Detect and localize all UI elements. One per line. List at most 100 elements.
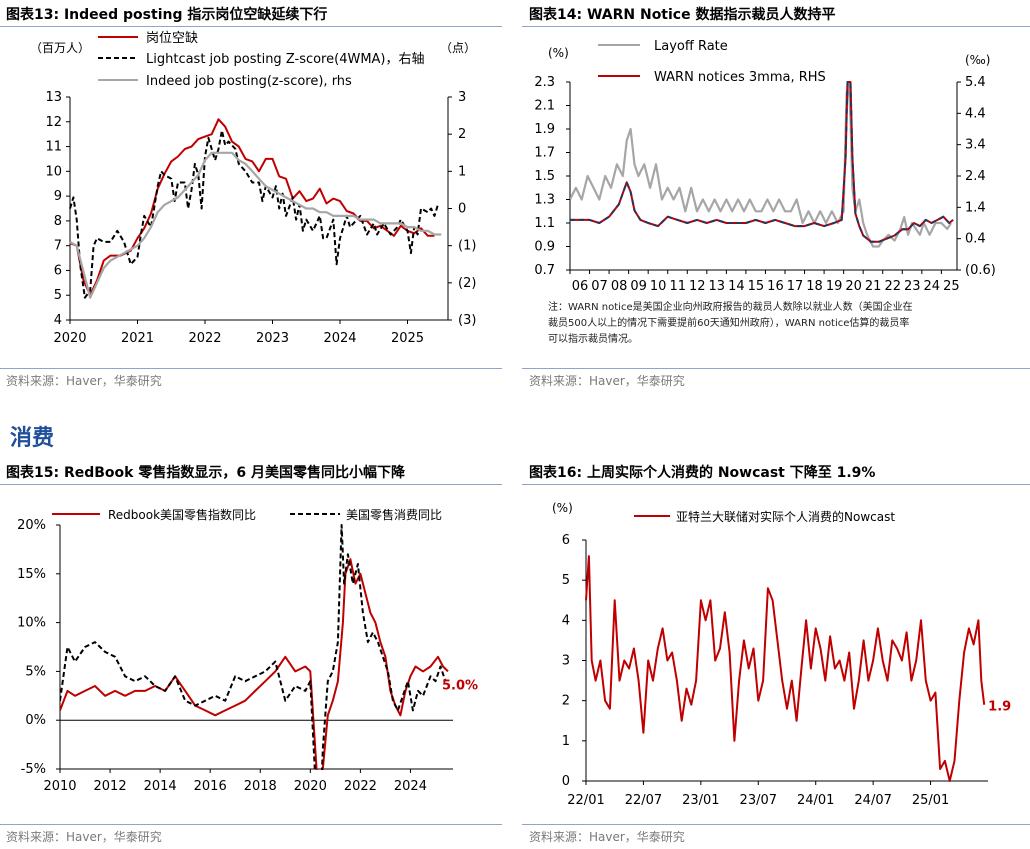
c14-left-tick-label: 1.5 bbox=[534, 169, 555, 184]
c16-left-tick-label: 3 bbox=[562, 654, 570, 669]
c13-legend-label-2: Indeed job posting(z-score), rhs bbox=[146, 74, 352, 89]
chart15-source: 资料来源：Haver，华泰研究 bbox=[6, 830, 162, 844]
section-title: 消费 bbox=[10, 426, 55, 451]
c14-series-1-line bbox=[570, 81, 954, 243]
c13-right-tick-label: 3 bbox=[458, 90, 466, 105]
c15-x-tick-label: 2014 bbox=[144, 779, 177, 794]
c14-right-tick-label: (0.6) bbox=[965, 263, 996, 278]
c13-left-unit: （百万人） bbox=[30, 41, 90, 55]
c15-x-tick-label: 2018 bbox=[244, 779, 277, 794]
c16-x-tick-label: 24/01 bbox=[797, 793, 834, 808]
c14-x-tick-label: 17 bbox=[787, 279, 804, 294]
c13-left-tick-label: 13 bbox=[45, 90, 62, 105]
c16-left-tick-label: 5 bbox=[562, 573, 570, 588]
c14-x-tick-label: 18 bbox=[806, 279, 823, 294]
c15-x-tick-label: 2024 bbox=[394, 779, 427, 794]
c14-x-tick-label: 16 bbox=[767, 279, 784, 294]
c13-left-tick-label: 11 bbox=[45, 140, 62, 155]
c14-x-tick-label: 14 bbox=[728, 279, 745, 294]
c16-left-unit: (%) bbox=[552, 501, 573, 515]
c14-right-tick-label: 4.4 bbox=[965, 106, 986, 121]
c15-left-tick-label: 15% bbox=[17, 567, 46, 582]
c15-x-tick-label: 2022 bbox=[344, 779, 377, 794]
c15-legend-label-0: Redbook美国零售指数同比 bbox=[108, 507, 256, 522]
c13-right-tick-label: 1 bbox=[458, 164, 466, 179]
c13-series-0-line bbox=[69, 118, 435, 297]
c14-left-tick-label: 1.1 bbox=[534, 216, 555, 231]
c13-right-tick-label: (1) bbox=[458, 239, 476, 254]
chart13-title: 图表13: Indeed posting 指示岗位空缺延续下行 bbox=[6, 7, 328, 23]
c14-right-unit: (‰) bbox=[965, 53, 990, 67]
c16-x-tick-label: 23/01 bbox=[682, 793, 719, 808]
chart14-title: 图表14: WARN Notice 数据指示裁员人数持平 bbox=[529, 7, 836, 23]
c14-x-tick-label: 21 bbox=[865, 279, 882, 294]
c14-x-tick-label: 06 bbox=[572, 279, 589, 294]
c15-x-tick-label: 2010 bbox=[43, 779, 76, 794]
c14-x-tick-label: 08 bbox=[611, 279, 628, 294]
c16-x-tick-label: 22/01 bbox=[567, 793, 604, 808]
c15-left-tick-label: 10% bbox=[17, 616, 46, 631]
c13-legend-label-1: Lightcast job posting Z-score(4WMA)，右轴 bbox=[146, 52, 425, 67]
c16-left-tick-label: 2 bbox=[562, 694, 570, 709]
c13-legend-label-0: 岗位空缺 bbox=[146, 31, 198, 46]
c15-series-0-line bbox=[60, 558, 449, 770]
chart15-title-rule bbox=[0, 484, 502, 485]
c15-left-tick-label: 20% bbox=[17, 518, 46, 533]
c13-left-tick-label: 12 bbox=[45, 115, 62, 130]
c16-left-tick-label: 1 bbox=[562, 734, 570, 749]
c13-x-tick-label: 2024 bbox=[323, 331, 356, 346]
c14-series-0-line bbox=[570, 81, 953, 248]
chart15-title: 图表15: RedBook 零售指数显示，6 月美国零售同比小幅下降 bbox=[6, 465, 405, 481]
c14-x-tick-label: 20 bbox=[845, 279, 862, 294]
c14-x-tick-label: 13 bbox=[709, 279, 726, 294]
c16-end-label: 1.9 bbox=[988, 700, 1011, 715]
c13-left-tick-label: 8 bbox=[54, 214, 62, 229]
c15-end-label: 5.0% bbox=[442, 678, 478, 693]
c13-left-tick-label: 7 bbox=[54, 239, 62, 254]
c16-legend-label-0: 亚特兰大联储对实际个人消费的Nowcast bbox=[676, 509, 895, 524]
c13-left-tick-label: 5 bbox=[54, 288, 62, 303]
c14-legend-label-1: WARN notices 3mma, RHS bbox=[654, 70, 826, 85]
c14-right-tick-label: 0.4 bbox=[965, 232, 986, 247]
c16-left-tick-label: 4 bbox=[562, 613, 570, 628]
c13-right-tick-label: 0 bbox=[458, 202, 466, 217]
chart14-note-line-1: 注：WARN notice是美国企业向州政府报告的裁员人数除以就业人数（美国企业… bbox=[548, 302, 913, 313]
c15-left-tick-label: 5% bbox=[25, 664, 46, 679]
c14-x-tick-label: 19 bbox=[826, 279, 843, 294]
c14-left-tick-label: 2.3 bbox=[534, 75, 555, 90]
c14-x-tick-label: 22 bbox=[884, 279, 901, 294]
c14-left-tick-label: 1.9 bbox=[534, 122, 555, 137]
c14-left-tick-label: 1.7 bbox=[534, 146, 555, 161]
c14-x-tick-label: 10 bbox=[650, 279, 667, 294]
c14-left-tick-label: 2.1 bbox=[534, 99, 555, 114]
c14-left-tick-label: 0.7 bbox=[534, 263, 555, 278]
c16-x-tick-label: 24/07 bbox=[854, 793, 891, 808]
chart16-title-rule bbox=[522, 484, 1030, 485]
c14-left-unit: (%) bbox=[548, 46, 569, 60]
chart14-note-line-2: 裁员500人以上的情况下需要提前60天通知州政府），WARN notice估算的… bbox=[548, 318, 910, 329]
c14-left-tick-label: 0.9 bbox=[534, 240, 555, 255]
c15-series-1-line bbox=[60, 524, 447, 770]
c14-x-tick-label: 09 bbox=[630, 279, 647, 294]
c14-x-tick-label: 24 bbox=[924, 279, 941, 294]
c13-left-tick-label: 10 bbox=[45, 164, 62, 179]
c14-series-1-overlay bbox=[570, 81, 954, 243]
c16-left-tick-label: 0 bbox=[562, 774, 570, 789]
c13-right-tick-label: 2 bbox=[458, 127, 466, 142]
c14-x-tick-label: 23 bbox=[904, 279, 921, 294]
c14-x-tick-label: 11 bbox=[669, 279, 686, 294]
c14-left-tick-label: 1.3 bbox=[534, 193, 555, 208]
chart16-title: 图表16: 上周实际个人消费的 Nowcast 下降至 1.9% bbox=[529, 465, 876, 481]
chart14-note-line-3: 可以指示裁员情况。 bbox=[548, 334, 638, 345]
c16-x-tick-label: 22/07 bbox=[625, 793, 662, 808]
chart14-source: 资料来源：Haver，华泰研究 bbox=[529, 374, 685, 388]
chart14-source-rule bbox=[522, 368, 1030, 369]
c13-x-tick-label: 2023 bbox=[256, 331, 289, 346]
chart14-title-rule bbox=[522, 26, 1030, 27]
c15-left-tick-label: -5% bbox=[21, 762, 46, 777]
chart15-source-rule bbox=[0, 824, 502, 825]
chart13-title-rule bbox=[0, 26, 502, 27]
c15-x-tick-label: 2016 bbox=[194, 779, 227, 794]
c13-left-tick-label: 6 bbox=[54, 263, 62, 278]
chart16-source: 资料来源：Haver，华泰研究 bbox=[529, 830, 685, 844]
